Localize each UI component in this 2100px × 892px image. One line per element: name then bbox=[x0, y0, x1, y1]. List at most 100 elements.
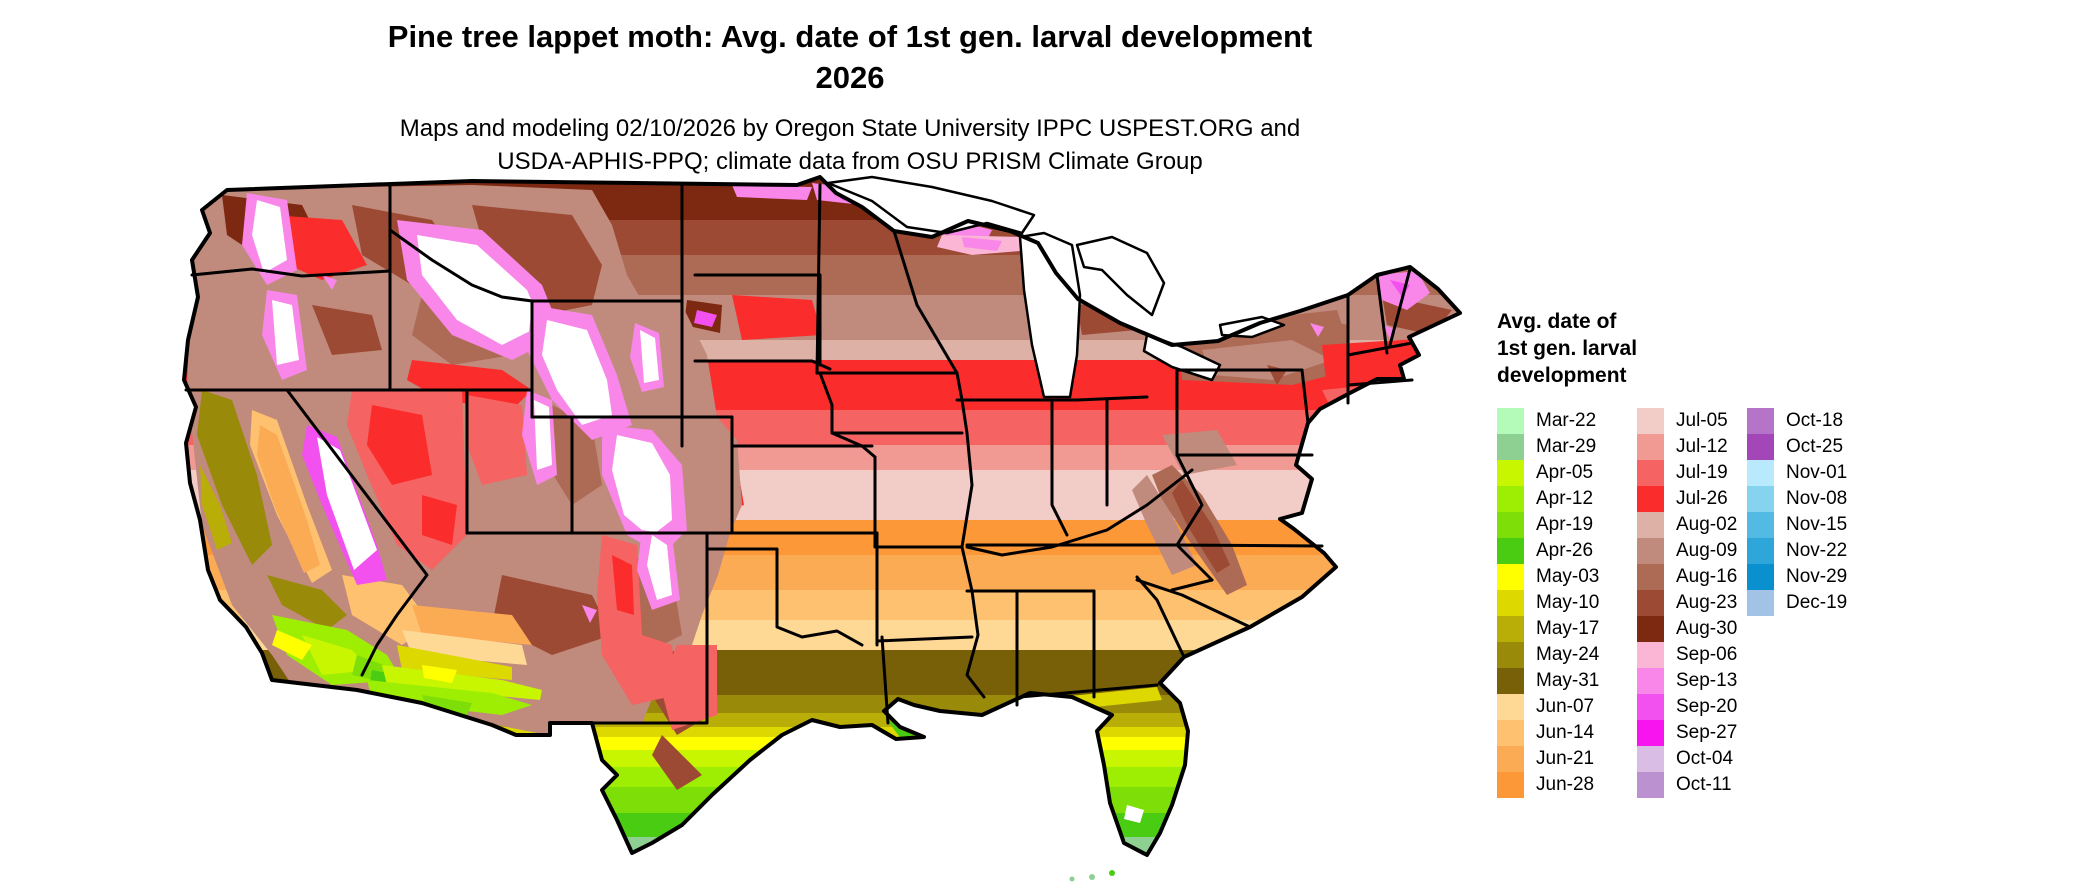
legend-entry: Jun-07 bbox=[1497, 694, 1599, 720]
legend-entry-label: Mar-22 bbox=[1536, 410, 1597, 431]
page-subtitle-line2: USDA-APHIS-PPQ; climate data from OSU PR… bbox=[497, 148, 1203, 175]
legend-entry-label: May-03 bbox=[1536, 566, 1600, 587]
legend-entry-label: Jun-14 bbox=[1536, 722, 1595, 743]
florida-keys bbox=[1069, 870, 1115, 882]
legend-entry-label: May-31 bbox=[1536, 670, 1600, 691]
legend-entry: Jul-26 bbox=[1637, 486, 1737, 512]
legend-entry: Aug-30 bbox=[1637, 616, 1737, 642]
legend-swatch bbox=[1497, 694, 1524, 720]
legend-entry: Apr-19 bbox=[1497, 512, 1599, 538]
legend-swatch bbox=[1637, 460, 1664, 486]
legend-column-2: Jul-05 Jul-12 Jul-19 Jul-26 Aug-02 Aug-09 Aug-… bbox=[1637, 408, 1737, 798]
legend-entry: Jul-12 bbox=[1637, 434, 1737, 460]
legend-entry-label: Aug-23 bbox=[1676, 592, 1738, 613]
legend-entry-label: Jun-07 bbox=[1536, 696, 1595, 717]
legend-entry-label: Nov-01 bbox=[1786, 462, 1848, 483]
legend-title-line3: development bbox=[1497, 364, 1627, 387]
legend-title-line2: 1st gen. larval bbox=[1497, 337, 1638, 360]
legend-entry-label: Nov-22 bbox=[1786, 540, 1848, 561]
legend-entry-label: May-17 bbox=[1536, 618, 1600, 639]
lake-michigan bbox=[1018, 231, 1082, 399]
legend-entry: Oct-04 bbox=[1637, 746, 1737, 772]
legend-entry-label: Apr-26 bbox=[1536, 540, 1594, 561]
legend-entry-label: Nov-15 bbox=[1786, 514, 1848, 535]
legend-entry: Mar-22 bbox=[1497, 408, 1599, 434]
legend-entry-label: Nov-08 bbox=[1786, 488, 1848, 509]
legend-entry-label: Jul-19 bbox=[1676, 462, 1728, 483]
legend-entry-label: Jun-28 bbox=[1536, 774, 1595, 795]
legend-entry: Nov-01 bbox=[1747, 460, 1847, 486]
legend-entry-label: Oct-18 bbox=[1786, 410, 1844, 431]
legend-entry-label: Nov-29 bbox=[1786, 566, 1848, 587]
us-map bbox=[172, 175, 1462, 887]
legend-entry-label: Sep-13 bbox=[1676, 670, 1738, 691]
legend-swatch bbox=[1637, 642, 1664, 668]
legend-entry: Apr-26 bbox=[1497, 538, 1599, 564]
legend-entry: Jun-21 bbox=[1497, 746, 1599, 772]
legend-entry-label: May-10 bbox=[1536, 592, 1600, 613]
legend-entry: Jun-14 bbox=[1497, 720, 1599, 746]
legend-entry: Dec-19 bbox=[1747, 590, 1847, 616]
legend-swatch bbox=[1637, 772, 1664, 798]
legend-entry: Aug-23 bbox=[1637, 590, 1737, 616]
legend-swatch bbox=[1497, 512, 1524, 538]
legend-entry-label: Oct-11 bbox=[1676, 774, 1732, 795]
legend-swatch bbox=[1637, 590, 1664, 616]
legend-entry-label: Sep-20 bbox=[1676, 696, 1738, 717]
legend-entry: Oct-25 bbox=[1747, 434, 1847, 460]
legend-swatch bbox=[1497, 668, 1524, 694]
legend-entry: Mar-29 bbox=[1497, 434, 1599, 460]
legend-entry: May-10 bbox=[1497, 590, 1599, 616]
legend-entry-label: May-24 bbox=[1536, 644, 1600, 665]
legend-title: Avg. date of 1st gen. larval development bbox=[1497, 308, 1917, 389]
lake-superior bbox=[826, 175, 1036, 235]
legend-entry-label: Oct-25 bbox=[1786, 436, 1844, 457]
legend-swatch bbox=[1637, 746, 1664, 772]
legend-entry: Jul-05 bbox=[1637, 408, 1737, 434]
legend-entry-label: Apr-05 bbox=[1536, 462, 1594, 483]
legend-entry: Sep-13 bbox=[1637, 668, 1737, 694]
legend-entry-label: Dec-19 bbox=[1786, 592, 1848, 613]
page-subtitle: Maps and modeling 02/10/2026 by Oregon S… bbox=[150, 112, 1550, 178]
legend-swatch bbox=[1747, 434, 1774, 460]
legend-entry: May-17 bbox=[1497, 616, 1599, 642]
legend-swatch bbox=[1497, 746, 1524, 772]
legend-swatch bbox=[1497, 460, 1524, 486]
legend-entry-label: Aug-02 bbox=[1676, 514, 1738, 535]
legend-entry: Aug-16 bbox=[1637, 564, 1737, 590]
legend-swatch bbox=[1497, 434, 1524, 460]
legend-entry: Jun-28 bbox=[1497, 772, 1599, 798]
legend-entry-label: Jul-26 bbox=[1676, 488, 1728, 509]
legend-swatch bbox=[1497, 408, 1524, 434]
legend-entry-label: Mar-29 bbox=[1536, 436, 1597, 457]
legend-swatch bbox=[1497, 590, 1524, 616]
legend-entry-label: Jul-12 bbox=[1676, 436, 1728, 457]
legend-entry-label: Apr-19 bbox=[1536, 514, 1594, 535]
page-subtitle-line1: Maps and modeling 02/10/2026 by Oregon S… bbox=[399, 115, 1301, 142]
legend-entry-label: Sep-06 bbox=[1676, 644, 1738, 665]
legend-entry: Apr-12 bbox=[1497, 486, 1599, 512]
page-title-line2: 2026 bbox=[815, 60, 885, 95]
legend-swatch bbox=[1637, 486, 1664, 512]
legend-swatch bbox=[1637, 538, 1664, 564]
legend-entry-label: Sep-27 bbox=[1676, 722, 1738, 743]
legend-entry: May-31 bbox=[1497, 668, 1599, 694]
legend-entry: Oct-11 bbox=[1637, 772, 1737, 798]
legend-swatch bbox=[1637, 668, 1664, 694]
legend-column-3: Oct-18 Oct-25 Nov-01 Nov-08 Nov-15 Nov-22 Nov-… bbox=[1747, 408, 1847, 616]
legend-swatch bbox=[1747, 408, 1774, 434]
legend-swatch bbox=[1497, 486, 1524, 512]
legend-entry-label: Aug-09 bbox=[1676, 540, 1738, 561]
us-outline bbox=[182, 175, 1462, 857]
legend-entry-label: Aug-16 bbox=[1676, 566, 1738, 587]
legend-entry: May-03 bbox=[1497, 564, 1599, 590]
lake-huron bbox=[1075, 235, 1166, 317]
legend: Avg. date of 1st gen. larval development… bbox=[1497, 308, 1917, 798]
legend-entry: Nov-22 bbox=[1747, 538, 1847, 564]
legend-entry: Sep-06 bbox=[1637, 642, 1737, 668]
legend-entry: Aug-02 bbox=[1637, 512, 1737, 538]
page-title: Pine tree lappet moth: Avg. date of 1st … bbox=[150, 16, 1550, 98]
legend-swatch bbox=[1747, 460, 1774, 486]
legend-title-line1: Avg. date of bbox=[1497, 310, 1617, 333]
